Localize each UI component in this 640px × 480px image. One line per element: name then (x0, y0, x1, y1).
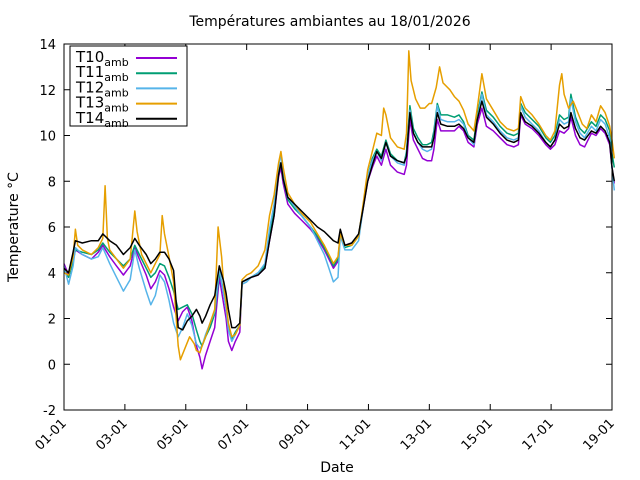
legend-label-t13: T13amb (75, 94, 129, 115)
legend-subscript: amb (104, 86, 128, 99)
y-tick-label: 8 (48, 175, 56, 190)
y-tick-label: 0 (48, 358, 56, 373)
series-lines (63, 50, 616, 370)
x-tick-label: 03-01 (93, 416, 130, 453)
y-tick-label: 4 (48, 267, 56, 282)
x-tick-label: 13-01 (398, 416, 435, 453)
legend-label-t14: T14amb (75, 109, 129, 130)
legend-subscript: amb (104, 117, 128, 130)
x-axis-label: Date (320, 460, 353, 476)
x-tick-label: 11-01 (337, 416, 374, 453)
y-axis-label: Temperature °C (6, 172, 22, 283)
legend-name: T14 (75, 109, 104, 127)
x-tick-label: 01-01 (33, 416, 70, 453)
y-tick-label: 12 (39, 84, 56, 99)
legend-subscript: amb (104, 71, 128, 84)
legend-label-t12: T12amb (75, 78, 129, 99)
y-tick-label: 2 (48, 313, 56, 328)
y-tick-label: 6 (48, 221, 56, 236)
x-tick-label: 09-01 (276, 416, 313, 453)
series-line-t11 (63, 91, 616, 347)
plot-frame (63, 43, 613, 411)
chart-title: Températures ambiantes au 18/01/2026 (188, 14, 470, 30)
legend-name: T11 (75, 63, 104, 81)
legend-subscript: amb (104, 102, 128, 115)
series-line-t12 (63, 93, 616, 349)
series-line-t14 (63, 100, 616, 331)
y-tick-label: 10 (39, 130, 56, 145)
x-tick-label: 15-01 (459, 416, 496, 453)
y-tick-label: -2 (43, 404, 56, 419)
legend-name: T13 (75, 94, 104, 112)
legend-subscript: amb (104, 56, 128, 69)
legend-label-t10: T10amb (75, 48, 129, 69)
x-tick-label: 05-01 (154, 416, 191, 453)
legend-box (69, 45, 188, 127)
legend-label-t11: T11amb (75, 63, 129, 84)
legend-name: T12 (75, 78, 104, 96)
x-tick-label: 19-01 (581, 416, 618, 453)
legend-name: T10 (75, 48, 104, 66)
x-tick-label: 17-01 (520, 416, 557, 453)
series-line-t13 (63, 50, 616, 361)
x-tick-label: 07-01 (215, 416, 252, 453)
y-tick-label: 14 (39, 38, 56, 53)
